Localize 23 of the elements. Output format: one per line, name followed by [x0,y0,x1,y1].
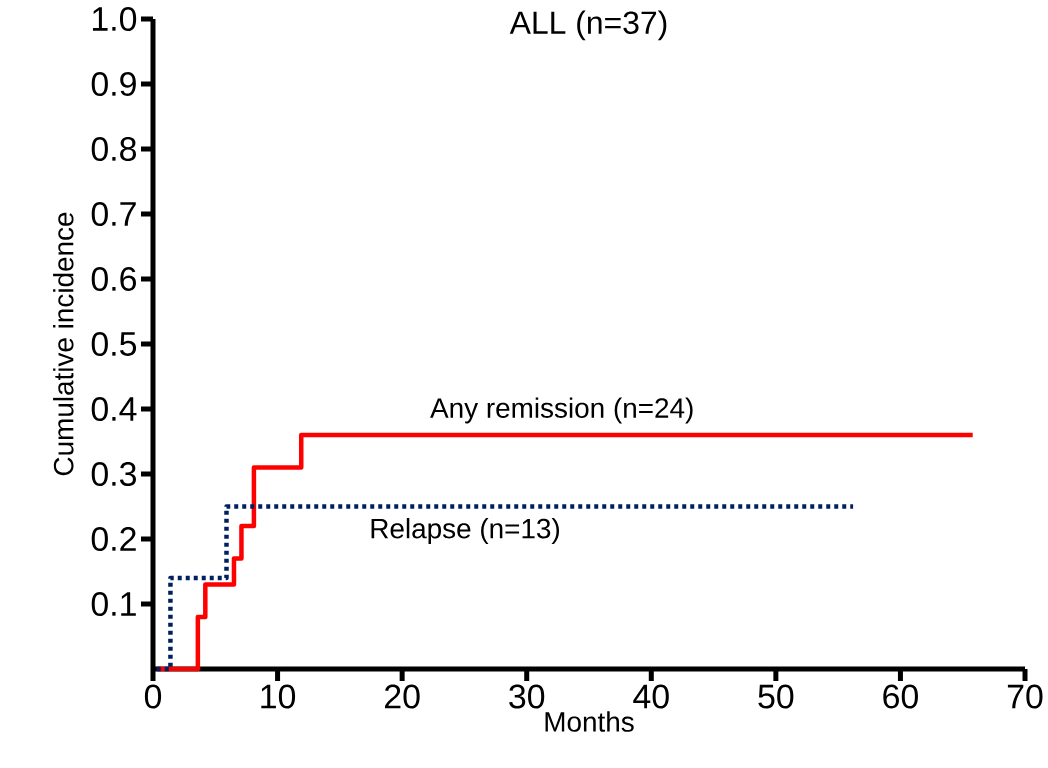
series-label: Relapse (n=13) [371,518,560,545]
x-axis-title: Months [545,711,634,732]
y-tick-label: 1.0 [92,7,137,31]
series-label: Any remission (n=24) [430,397,693,424]
y-tick-label: 0.6 [91,267,136,291]
chart-title: ALL (n=37) [509,10,667,41]
x-tick-label: 40 [633,684,669,709]
y-tick-label: 0.8 [91,137,137,161]
x-tick-label: 10 [261,684,296,709]
x-tick-label: 20 [385,684,420,709]
x-tick-label: 30 [509,684,545,709]
y-tick-label: 0.1 [91,592,136,616]
y-tick-label: 0.4 [91,397,137,421]
y-tick-label: 0.9 [91,72,136,96]
y-tick-label: 0.2 [91,527,136,551]
y-tick-label: 0.3 [91,462,136,486]
x-tick-label: 0 [144,684,162,709]
x-tick-label: 50 [758,684,794,709]
x-tick-label: 70 [1007,684,1043,709]
y-axis-title: Cumulative incidence [53,212,74,476]
y-tick-label: 0.5 [91,332,137,356]
y-tick-label: 0.7 [91,202,136,226]
x-tick-label: 60 [883,684,918,709]
